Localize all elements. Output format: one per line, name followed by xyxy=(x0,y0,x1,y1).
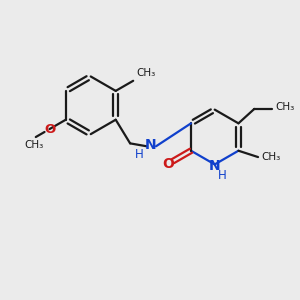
Text: H: H xyxy=(134,148,143,161)
Text: CH₃: CH₃ xyxy=(276,103,295,112)
Text: O: O xyxy=(44,123,55,136)
Text: N: N xyxy=(145,138,157,152)
Text: O: O xyxy=(163,157,175,171)
Text: H: H xyxy=(218,169,226,182)
Text: CH₃: CH₃ xyxy=(262,152,281,162)
Text: N: N xyxy=(209,159,220,173)
Text: CH₃: CH₃ xyxy=(136,68,156,79)
Text: CH₃: CH₃ xyxy=(25,140,44,151)
